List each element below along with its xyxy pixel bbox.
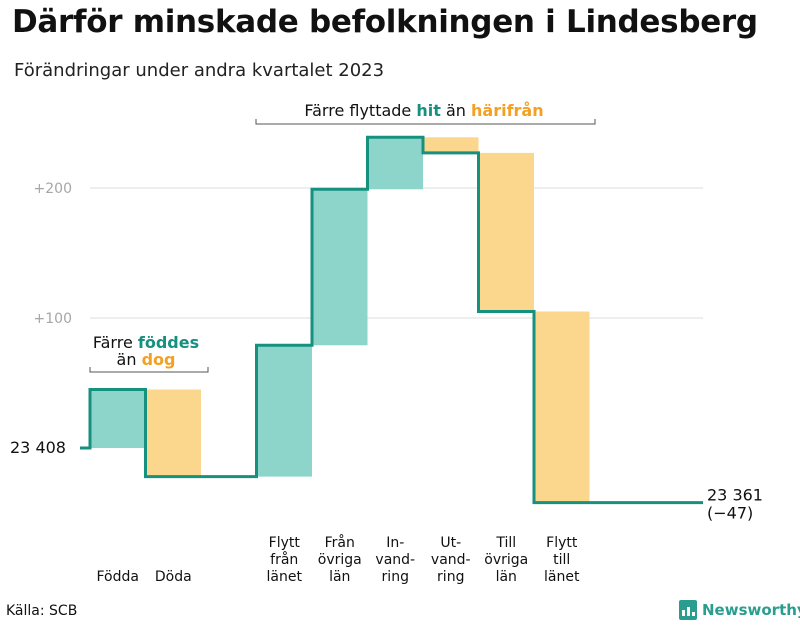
category-label-line: till [553, 552, 570, 568]
bar-chart-icon [679, 600, 697, 620]
category-label-line: Ut- [440, 535, 461, 551]
category-label-line: Födda [97, 569, 139, 585]
brand-name: Newsworthy [702, 601, 800, 619]
category-label: Ut-vand-ring [431, 535, 471, 585]
annotation-part: hit [416, 101, 441, 120]
waterfall-bar [367, 137, 423, 190]
annotation-migration-bracket [255, 119, 596, 125]
end-value-label-line: (−47) [707, 504, 753, 523]
annotation-births-bracket [89, 367, 209, 373]
chart-subtitle: Förändringar under andra kvartalet 2023 [14, 60, 385, 81]
category-label: Flytt till länet [544, 535, 580, 585]
annotation-migration: Färre flyttade hit än härifrån [304, 101, 543, 120]
source-note: Källa: SCB [6, 603, 78, 619]
category-label-line: län [496, 569, 517, 585]
annotation-births-line2: än dog [117, 350, 176, 369]
end-value-label: 23 361 (−47) [707, 486, 763, 523]
category-label-line: vand- [375, 552, 415, 568]
category-label-line: länet [267, 569, 303, 585]
waterfall-bar [256, 345, 312, 477]
category-label-line: Från [325, 534, 355, 551]
category-label-line: ring [382, 569, 409, 585]
annotation-part: än [117, 350, 142, 369]
annotation-births-line1: Färre föddes [93, 333, 199, 352]
category-label-line: Flytt [269, 535, 301, 551]
category-label-line: ring [437, 569, 464, 585]
waterfall-bar [478, 152, 534, 312]
category-label: In-vand-ring [375, 535, 415, 585]
category-label-line: övriga [484, 552, 528, 568]
end-value-label-line: 23 361 [707, 486, 763, 505]
waterfall-bar [90, 389, 146, 448]
category-label-line: Döda [155, 569, 192, 585]
category-label: Födda [97, 569, 139, 585]
waterfall-bar [534, 311, 590, 503]
start-value-label: 23 408 [10, 438, 66, 457]
annotation-part: föddes [138, 333, 199, 352]
category-label-line: länet [544, 569, 580, 585]
category-label-line: övriga [318, 552, 362, 568]
category-label: Till övriga län [484, 535, 528, 585]
category-label-line: från [270, 551, 298, 568]
category-label-line: Till [495, 535, 516, 551]
waterfall-bar [145, 389, 201, 477]
annotation-part: Färre flyttade [304, 101, 416, 120]
y-tick-label: +100 [34, 311, 72, 327]
waterfall-bar [312, 189, 368, 346]
annotation-part: Färre [93, 333, 138, 352]
chart-title: Därför minskade befolkningen i Lindesber… [12, 4, 758, 40]
y-tick-label: +200 [34, 181, 72, 197]
category-label: Döda [155, 569, 192, 585]
category-label: Flytt från länet [267, 535, 303, 585]
category-label-line: vand- [431, 552, 471, 568]
waterfall-bar [423, 137, 479, 153]
category-label-line: län [329, 569, 350, 585]
annotation-part: härifrån [471, 101, 544, 120]
annotation-part: dog [142, 350, 176, 369]
annotation-part: än [441, 101, 471, 120]
category-label-line: Flytt [546, 535, 578, 551]
newsworthy-logo: Newsworthy [679, 600, 800, 620]
cumulative-step-line [80, 135, 703, 505]
category-label: Från övriga län [318, 534, 362, 585]
category-label-line: In- [386, 535, 404, 551]
